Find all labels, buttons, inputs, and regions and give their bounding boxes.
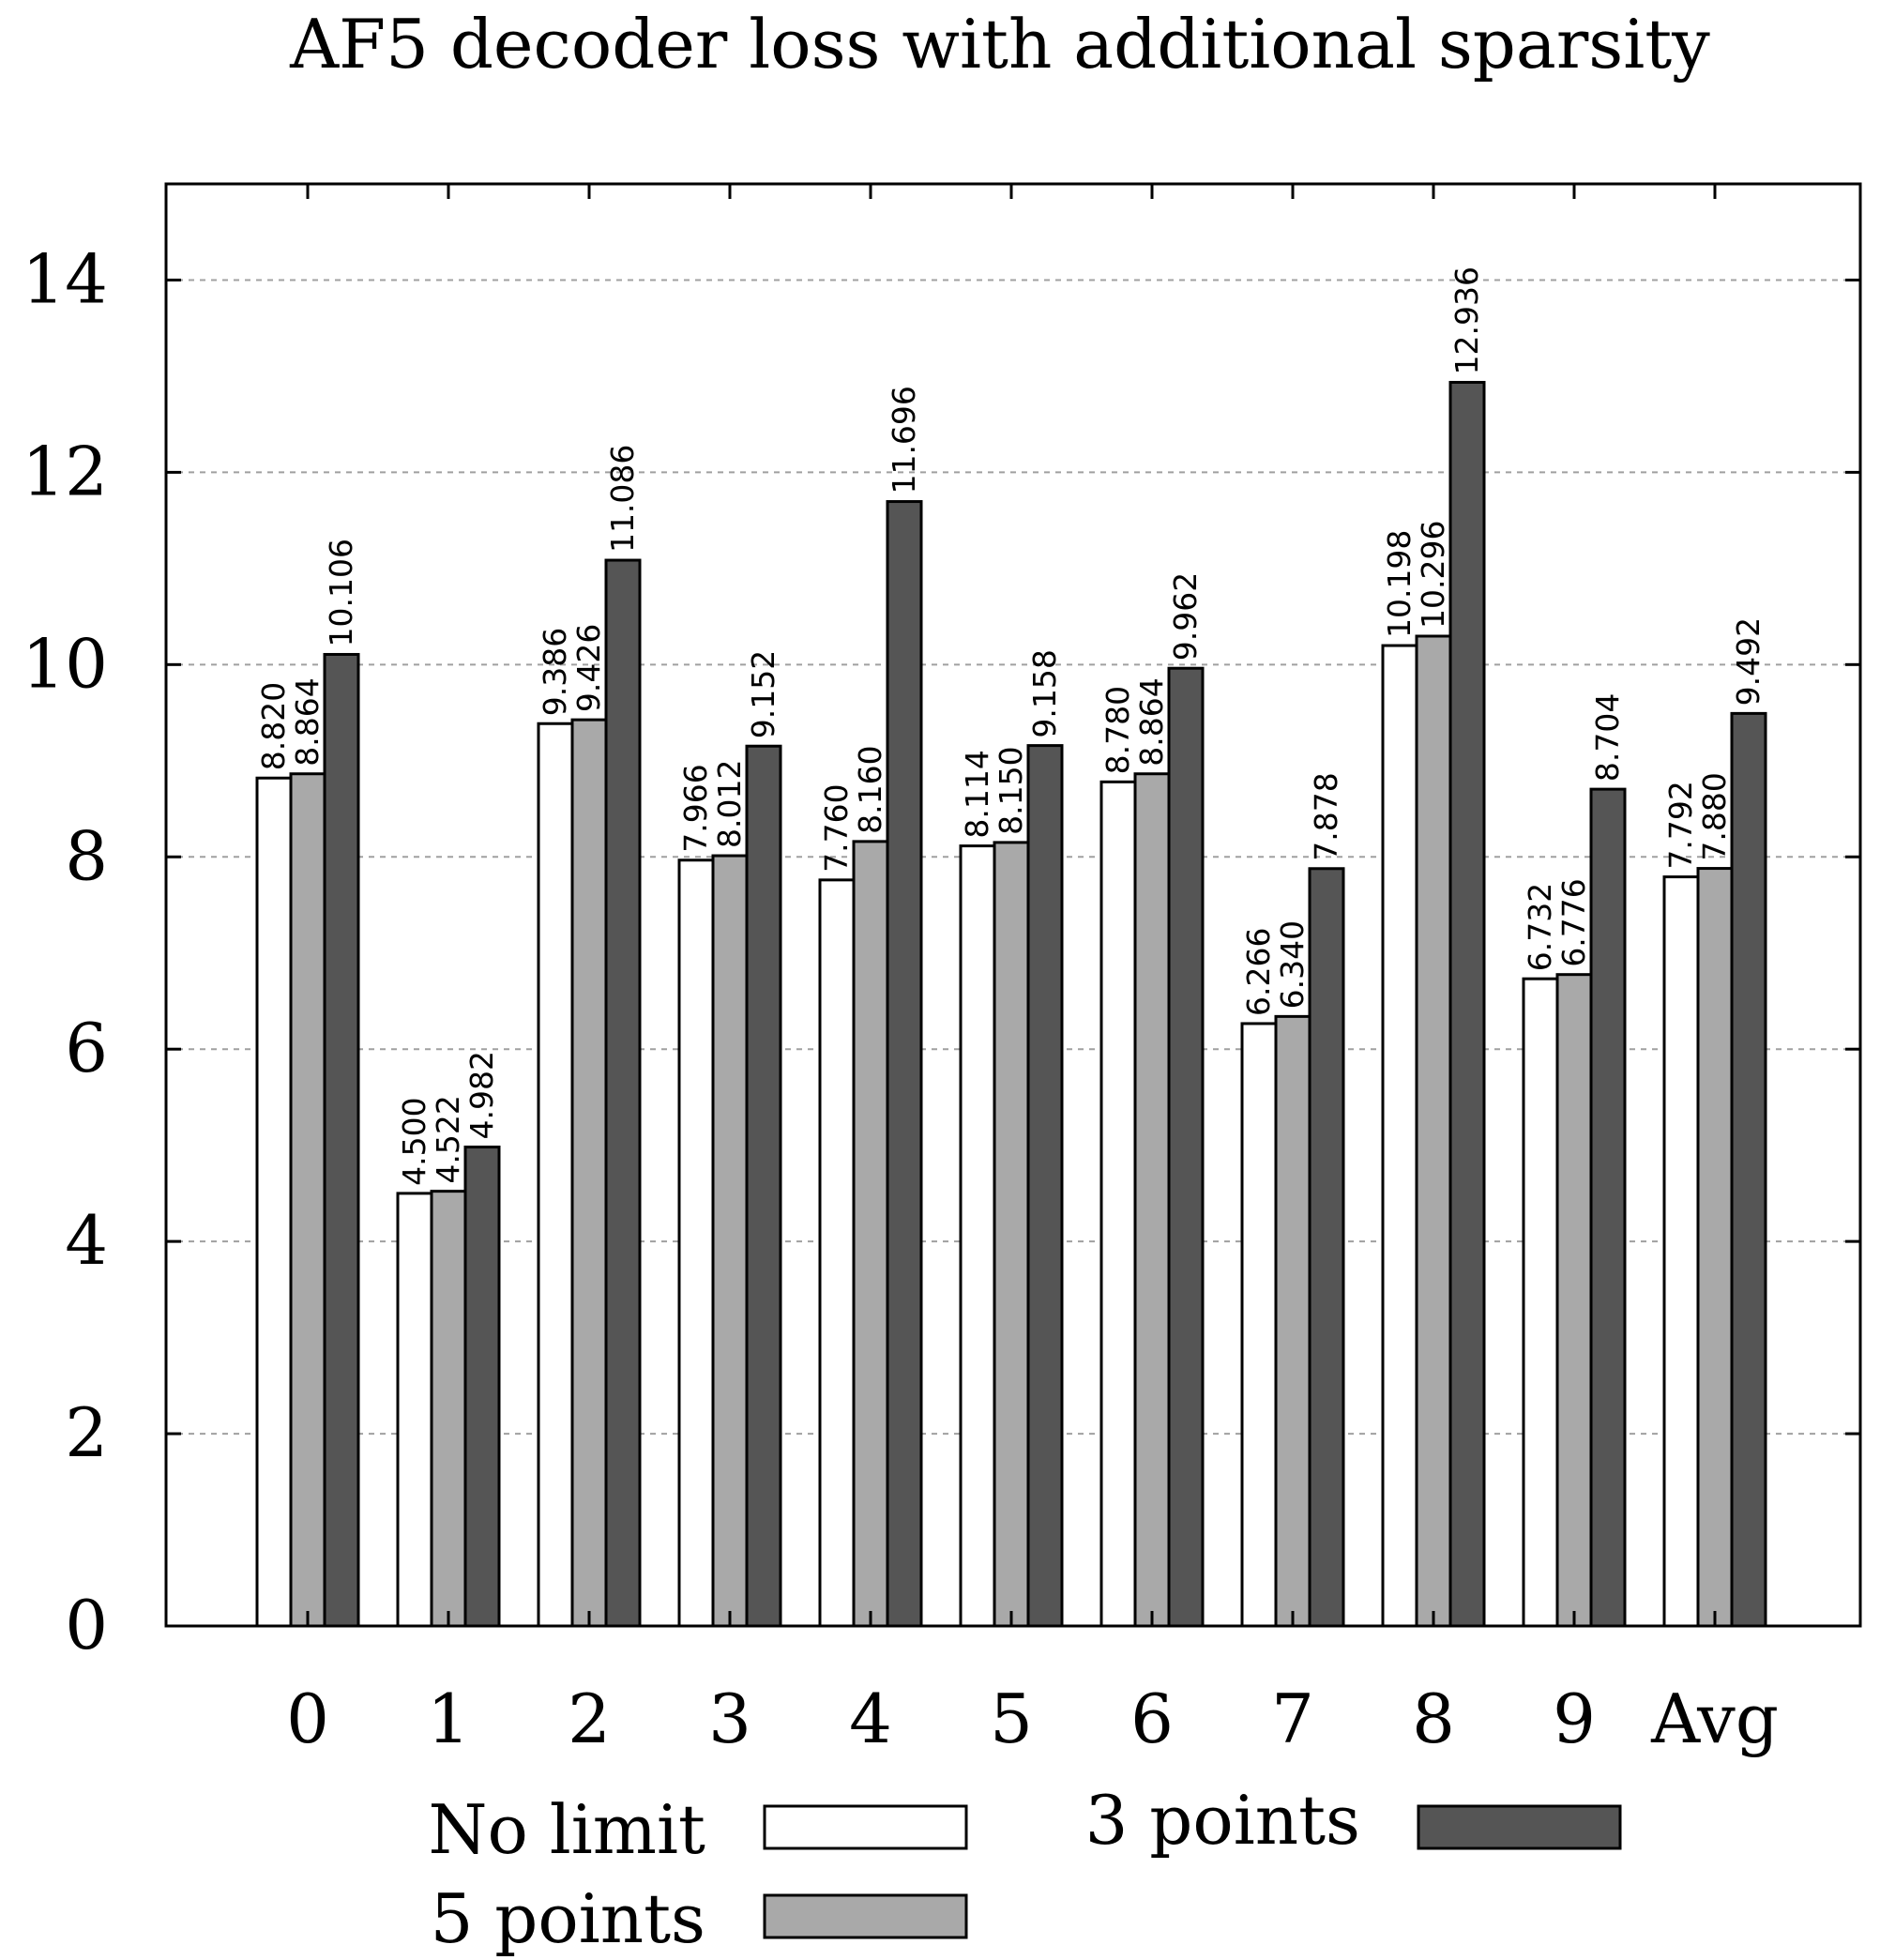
legend-label: No limit [428,1790,705,1869]
bar-value-label: 6.776 [1555,878,1592,966]
x-tick-label: 8 [1412,1679,1455,1758]
y-tick-label: 14 [22,239,108,318]
bar-value-label: 7.760 [818,783,855,872]
bar-no-limit-8 [1381,644,1418,1628]
bar-5-points-9 [1555,973,1593,1628]
bar-no-limit-avg [1662,875,1700,1628]
y-tick-label: 8 [65,816,108,895]
bar-no-limit-1 [396,1192,433,1628]
bar-value-label: 8.160 [852,745,888,833]
x-tick-label: 5 [990,1679,1033,1758]
x-tick-label: 7 [1271,1679,1314,1758]
bar-3-points-9 [1589,787,1627,1628]
y-axis: 0 2 4 6 8 10 12 14 [22,239,1860,1664]
bar-no-limit-6 [1099,780,1137,1628]
chart-title: AF5 decoder loss with additional sparsit… [289,5,1710,84]
bar-5-points-8 [1415,634,1452,1628]
bar-value-label: 8.150 [993,746,1029,834]
bar-5-points-7 [1274,1014,1311,1628]
bar-5-points-2 [570,718,608,1628]
bar-value-label: 9.386 [537,628,573,716]
x-tick-label: 4 [849,1679,892,1758]
x-axis: 0 1 2 3 4 5 6 7 8 9 Avg [286,184,1779,1758]
y-tick-label: 4 [65,1201,108,1280]
legend-label: 3 points [1085,1781,1360,1860]
bar-value-label: 8.864 [1133,677,1170,766]
bar-value-label: 10.296 [1415,521,1451,629]
bar-value-label: 8.012 [711,760,748,848]
bar-5-points-3 [711,854,749,1628]
bar-value-label: 8.704 [1589,693,1626,782]
bar-value-label: 8.864 [289,677,326,766]
bar-value-label: 8.114 [959,750,995,838]
y-tick-label: 6 [65,1009,108,1087]
bar-3-points-7 [1308,867,1345,1628]
bar-value-labels: 8.8208.86410.1064.5004.5224.9829.3869.42… [255,266,1766,1186]
bar-3-points-4 [886,500,923,1628]
bar-value-label: 6.340 [1274,920,1311,1009]
x-tick-label: 9 [1553,1679,1596,1758]
bar-3-points-0 [323,652,360,1628]
legend-swatch-5-points [763,1893,968,1939]
bar-3-points-1 [463,1146,501,1628]
bar-value-label: 4.982 [463,1051,500,1139]
bar-value-label: 9.962 [1167,572,1204,661]
bar-no-limit-2 [537,722,574,1628]
bar-value-label: 9.492 [1730,617,1766,706]
bar-value-label: 6.732 [1522,883,1558,971]
y-tick-label: 2 [65,1393,108,1472]
legend-swatch-no-limit [763,1804,968,1850]
bar-value-label: 9.152 [745,650,781,738]
bar-no-limit-9 [1522,977,1559,1628]
bar-no-limit-5 [959,844,996,1628]
bar-5-points-6 [1133,772,1171,1628]
bar-no-limit-0 [255,776,293,1628]
y-tick-label: 0 [65,1586,108,1664]
bar-5-points-0 [289,772,326,1628]
bar-value-label: 6.266 [1240,927,1277,1015]
bar-value-label: 10.106 [323,539,359,646]
bar-value-label: 8.820 [255,682,292,770]
bar-no-limit-7 [1240,1022,1278,1628]
bar-3-points-3 [745,744,782,1628]
bar-5-points-5 [993,841,1030,1628]
legend: No limit 5 points 3 points [428,1781,1622,1958]
y-tick-label: 10 [22,624,108,703]
legend-label: 5 points [431,1879,705,1958]
bar-value-label: 7.966 [677,764,714,852]
x-tick-label: Avg [1650,1679,1779,1758]
bar-5-points-avg [1696,867,1734,1628]
bar-no-limit-3 [677,858,715,1628]
bar-value-label: 11.696 [886,386,922,494]
bar-value-label: 4.522 [430,1095,466,1183]
x-tick-label: 1 [427,1679,470,1758]
bar-3-points-8 [1448,380,1486,1628]
bar-5-points-1 [430,1190,467,1628]
bar-value-label: 8.780 [1099,686,1136,774]
bar-value-label: 12.936 [1448,266,1485,374]
bar-value-label: 11.086 [604,445,641,553]
x-tick-label: 3 [708,1679,751,1758]
bar-no-limit-4 [818,878,856,1628]
bar-value-label: 10.198 [1381,530,1418,638]
bar-value-label: 7.792 [1662,781,1699,869]
plot-frame [164,182,1862,1628]
bar-3-points-avg [1730,711,1767,1628]
bar-value-label: 4.500 [396,1097,432,1185]
bar-value-label: 7.880 [1696,772,1733,860]
bar-5-points-4 [852,840,889,1628]
bars [255,380,1767,1628]
bar-3-points-6 [1167,666,1205,1628]
legend-swatch-3-points [1417,1804,1622,1850]
bar-value-label: 7.878 [1308,772,1344,860]
bar-value-label: 9.158 [1026,649,1063,737]
bar-3-points-5 [1026,744,1064,1628]
x-tick-label: 6 [1130,1679,1174,1758]
bar-3-points-2 [604,558,642,1628]
x-tick-label: 2 [568,1679,611,1758]
bar-value-label: 9.426 [570,624,607,712]
y-tick-label: 12 [22,432,108,510]
x-tick-label: 0 [286,1679,329,1758]
